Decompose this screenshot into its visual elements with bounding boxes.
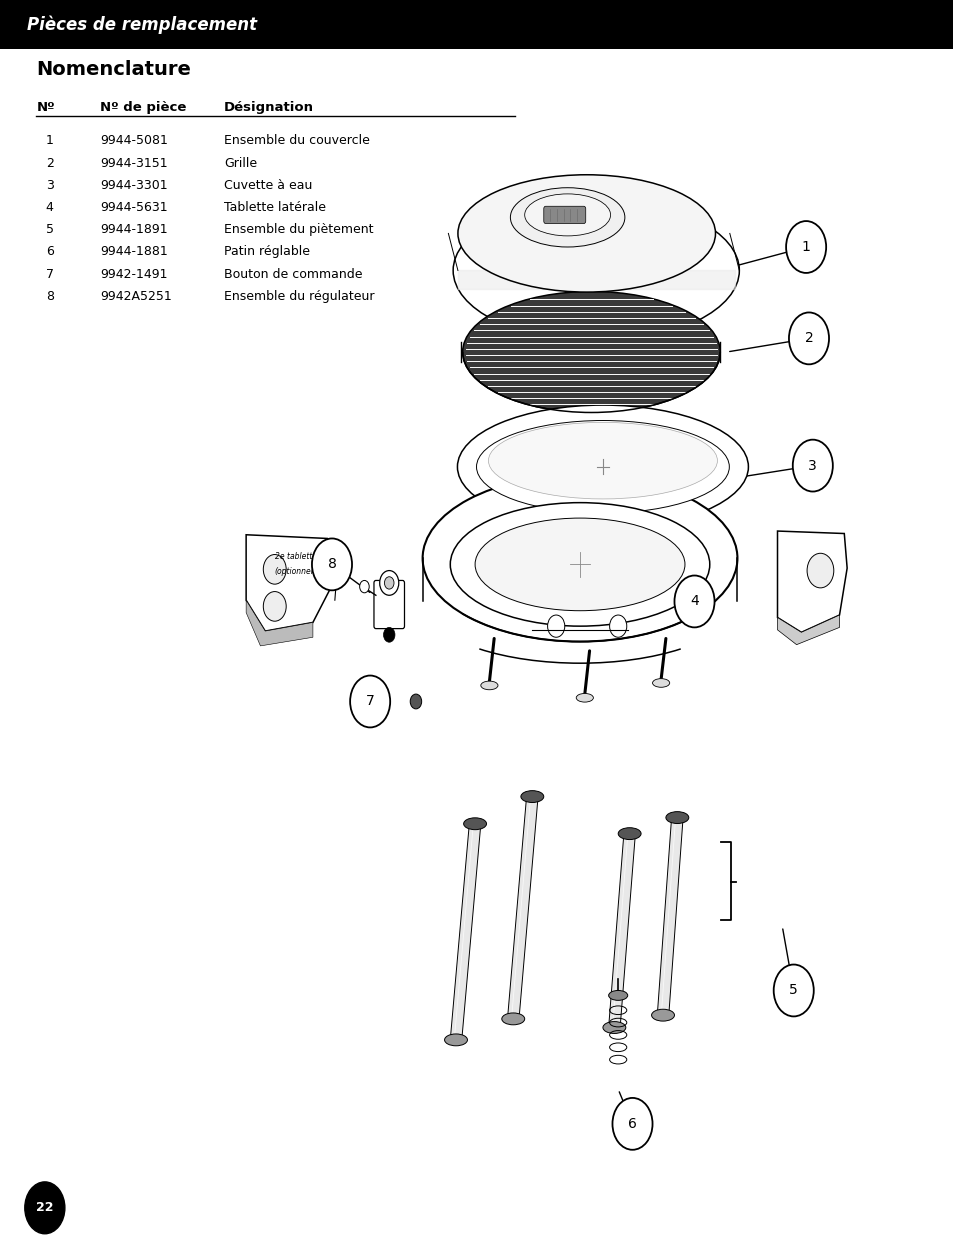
Circle shape: [547, 615, 564, 637]
Text: 9944-1891: 9944-1891: [100, 224, 168, 236]
Text: 7: 7: [365, 694, 375, 709]
Circle shape: [792, 440, 832, 492]
Ellipse shape: [463, 818, 486, 830]
Polygon shape: [777, 615, 839, 645]
Circle shape: [612, 1098, 652, 1150]
Text: Pièces de remplacement: Pièces de remplacement: [27, 16, 256, 33]
Text: 9944-5631: 9944-5631: [100, 201, 168, 214]
Ellipse shape: [524, 194, 610, 236]
Ellipse shape: [457, 175, 715, 293]
Ellipse shape: [665, 811, 688, 824]
Text: Patin réglable: Patin réglable: [224, 246, 310, 258]
Ellipse shape: [510, 188, 624, 247]
Circle shape: [384, 577, 394, 589]
Text: 9944-3151: 9944-3151: [100, 157, 168, 169]
Circle shape: [806, 553, 833, 588]
Text: Nº: Nº: [36, 100, 55, 114]
Text: (optionnelle): (optionnelle): [274, 567, 323, 577]
Ellipse shape: [618, 827, 640, 840]
Polygon shape: [657, 816, 682, 1016]
Polygon shape: [608, 832, 635, 1029]
Text: 2: 2: [803, 331, 813, 346]
Ellipse shape: [450, 503, 709, 626]
FancyBboxPatch shape: [374, 580, 404, 629]
Text: 5: 5: [46, 224, 53, 236]
Text: 2: 2: [46, 157, 53, 169]
Text: 1: 1: [801, 240, 810, 254]
Text: 1: 1: [46, 135, 53, 147]
Ellipse shape: [576, 694, 593, 701]
Circle shape: [350, 676, 390, 727]
Circle shape: [383, 627, 395, 642]
Ellipse shape: [475, 519, 684, 611]
Polygon shape: [777, 531, 846, 632]
Text: Grille: Grille: [224, 157, 257, 169]
Text: Cuvette à eau: Cuvette à eau: [224, 179, 313, 191]
Ellipse shape: [651, 1009, 674, 1021]
Text: 3: 3: [46, 179, 53, 191]
Text: 3: 3: [807, 458, 817, 473]
Ellipse shape: [608, 990, 627, 1000]
Circle shape: [609, 615, 626, 637]
Ellipse shape: [480, 682, 497, 689]
Text: Désignation: Désignation: [224, 100, 314, 114]
Ellipse shape: [520, 790, 543, 803]
Text: Ensemble du piètement: Ensemble du piètement: [224, 224, 374, 236]
Ellipse shape: [453, 199, 739, 341]
Ellipse shape: [501, 1013, 524, 1025]
Ellipse shape: [444, 1034, 467, 1046]
Ellipse shape: [488, 422, 717, 499]
Bar: [0, 0, 953, 49]
Circle shape: [263, 592, 286, 621]
Circle shape: [785, 221, 825, 273]
Text: 22: 22: [36, 1202, 53, 1214]
Text: 8: 8: [327, 557, 336, 572]
Text: Ensemble du couvercle: Ensemble du couvercle: [224, 135, 370, 147]
Circle shape: [674, 576, 714, 627]
Ellipse shape: [462, 291, 720, 412]
Polygon shape: [246, 535, 332, 631]
Circle shape: [773, 965, 813, 1016]
Ellipse shape: [602, 1021, 625, 1034]
Circle shape: [410, 694, 421, 709]
Bar: [0, 642, 953, 753]
Text: Nº de pièce: Nº de pièce: [100, 100, 187, 114]
Text: Tablette latérale: Tablette latérale: [224, 201, 326, 214]
Polygon shape: [246, 600, 313, 646]
Polygon shape: [507, 795, 537, 1020]
Circle shape: [312, 538, 352, 590]
Circle shape: [359, 580, 369, 593]
Text: 8: 8: [46, 290, 53, 303]
Ellipse shape: [456, 405, 747, 529]
Text: 6: 6: [46, 246, 53, 258]
Text: 4: 4: [46, 201, 53, 214]
Circle shape: [263, 555, 286, 584]
Text: 2e tablette latérale: 2e tablette latérale: [274, 552, 348, 562]
Ellipse shape: [476, 420, 728, 514]
Ellipse shape: [652, 679, 669, 687]
Text: 7: 7: [46, 268, 53, 280]
FancyBboxPatch shape: [543, 206, 585, 224]
Text: 9942A5251: 9942A5251: [100, 290, 172, 303]
Text: Nomenclature: Nomenclature: [36, 59, 191, 79]
Circle shape: [788, 312, 828, 364]
Circle shape: [379, 571, 398, 595]
Text: 5: 5: [788, 983, 798, 998]
Text: 9944-5081: 9944-5081: [100, 135, 168, 147]
Text: 6: 6: [627, 1116, 637, 1131]
Text: Bouton de commande: Bouton de commande: [224, 268, 362, 280]
Text: 4: 4: [689, 594, 699, 609]
Text: 9942-1491: 9942-1491: [100, 268, 168, 280]
Ellipse shape: [422, 474, 737, 642]
Circle shape: [25, 1182, 65, 1234]
Polygon shape: [450, 823, 480, 1041]
Text: 9944-1881: 9944-1881: [100, 246, 168, 258]
Text: 9944-3301: 9944-3301: [100, 179, 168, 191]
Text: Ensemble du régulateur: Ensemble du régulateur: [224, 290, 375, 303]
